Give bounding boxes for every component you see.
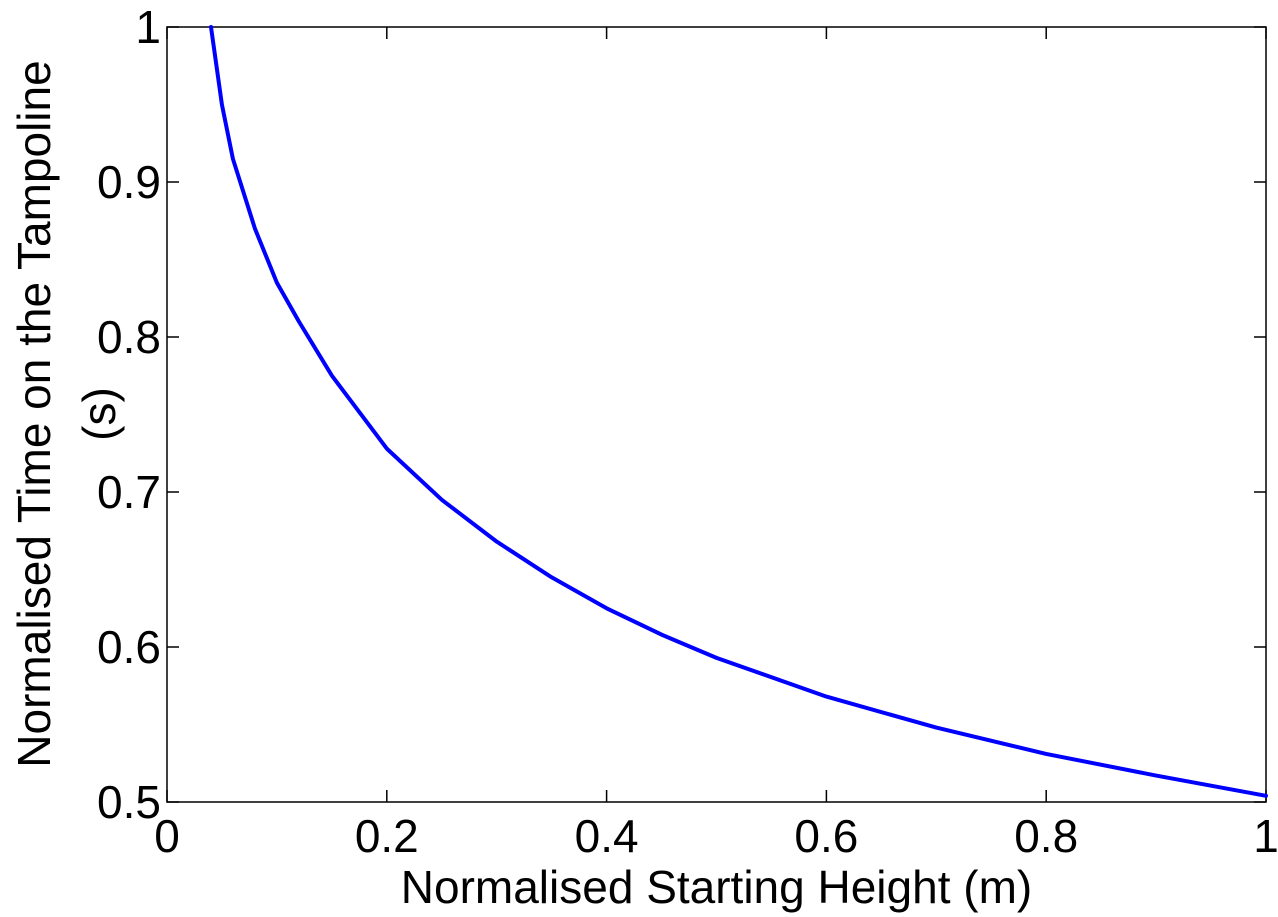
- x-tick-label: 0.6: [794, 810, 858, 862]
- y-axis-title-line-2: (s): [73, 387, 125, 441]
- x-tick-label: 0.8: [1014, 810, 1078, 862]
- y-tick-label: 1: [135, 1, 161, 53]
- x-tick-label: 0: [154, 810, 180, 862]
- x-axis-title: Normalised Starting Height (m): [401, 861, 1032, 913]
- y-tick-label: 0.5: [97, 776, 161, 828]
- x-tick-marks: [166, 27, 1267, 802]
- x-tick-label: 0.2: [355, 810, 419, 862]
- series-layer: [209, 25, 1268, 798]
- plot-area-frame: [166, 26, 1267, 803]
- y-axis-title-line-1: Normalised Time on the Tampoline: [8, 60, 60, 767]
- x-tick-label: 0.4: [575, 810, 639, 862]
- y-tick-label: 0.6: [97, 621, 161, 673]
- y-tick-label: 0.7: [97, 466, 161, 518]
- y-tick-label: 0.8: [97, 311, 161, 363]
- x-tick-label: 1: [1253, 810, 1278, 862]
- y-tick-labels: 0.5 0.6 0.7 0.8 0.9 1: [97, 1, 161, 828]
- series-line: [209, 25, 1268, 798]
- y-tick-marks: [167, 26, 1266, 803]
- y-tick-label: 0.9: [97, 156, 161, 208]
- x-tick-labels: 0 0.2 0.4 0.6 0.8 1: [154, 810, 1278, 862]
